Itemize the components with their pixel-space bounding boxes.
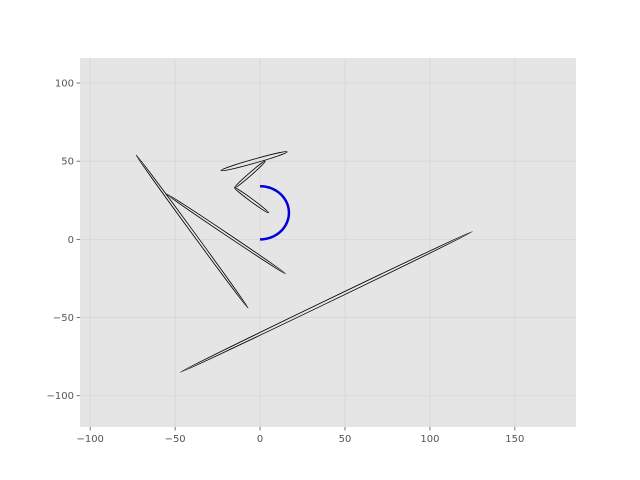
y-tick-label: 50 (61, 157, 74, 168)
x-tick-label: 150 (505, 434, 524, 445)
x-tick-label: 0 (257, 434, 263, 445)
plot-background (80, 58, 576, 427)
data-shapes (135, 151, 473, 373)
x-tick-label: −100 (76, 434, 103, 445)
x-axis: −100 −50 0 50 100 150 (76, 427, 524, 445)
x-tick-label: 50 (339, 434, 352, 445)
y-tick-label: −50 (53, 313, 74, 324)
ellipse-shape-5 (234, 187, 269, 214)
y-tick-label: 100 (55, 79, 74, 90)
x-tick-label: 100 (420, 434, 439, 445)
grid-lines (80, 58, 576, 427)
ellipse-shape-3 (220, 151, 288, 172)
y-axis: −100 −50 0 50 100 (47, 79, 80, 402)
x-tick-label: −50 (165, 434, 186, 445)
ellipse-shape-6 (179, 231, 473, 373)
y-tick-label: −100 (47, 391, 74, 402)
y-tick-label: 0 (68, 235, 74, 246)
ellipse-shape-1 (135, 154, 249, 309)
ellipse-shape-2 (166, 193, 286, 275)
blue-arc (260, 184, 291, 241)
